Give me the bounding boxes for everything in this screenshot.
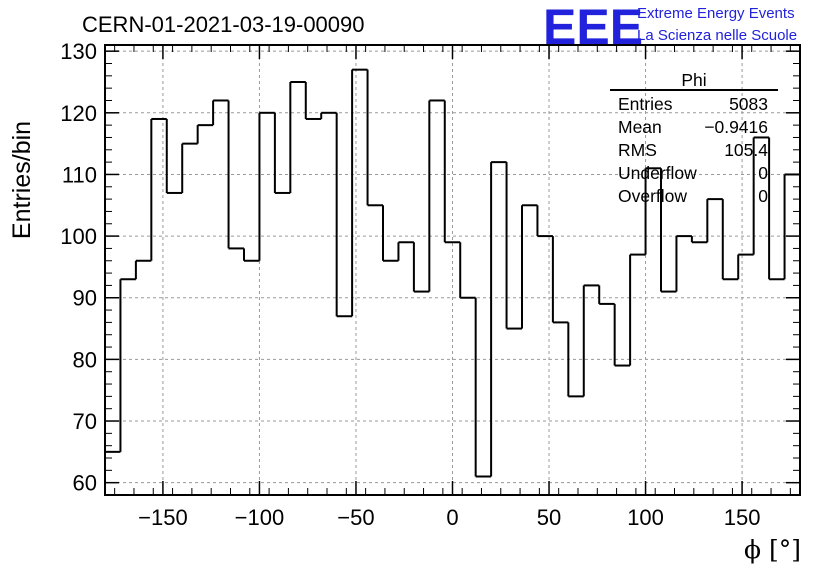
eee-logo-mark: EEE <box>543 0 643 55</box>
stats-row-value: 105.4 <box>724 140 768 160</box>
y-tick-label: 120 <box>60 101 97 126</box>
stats-rows: Entries 5083 Mean −0.9416 RMS 105.4 Underflow 0… <box>618 94 768 206</box>
chart-title: CERN-01-2021-03-19-00090 <box>82 12 365 37</box>
x-tick-label: −150 <box>138 505 188 530</box>
x-axis-label: ϕ [°] <box>744 535 801 564</box>
x-tick-label: 0 <box>446 505 458 530</box>
x-tick-label: −100 <box>235 505 285 530</box>
y-tick-label: 130 <box>60 39 97 64</box>
logo-line-1: Extreme Energy Events <box>637 5 795 22</box>
x-tick-label: 150 <box>724 505 761 530</box>
stats-box: Phi Entries 5083 Mean −0.9416 RMS 105.4 Underf… <box>610 70 778 206</box>
x-tick-label: 50 <box>537 505 561 530</box>
y-tick-label: 60 <box>73 471 97 496</box>
x-tick-label: −50 <box>337 505 374 530</box>
stats-row-label: Underflow <box>618 163 697 183</box>
y-tick-label: 80 <box>73 347 97 372</box>
stats-row-value: −0.9416 <box>704 117 768 137</box>
stats-title: Phi <box>681 70 706 90</box>
y-tick-label: 90 <box>73 286 97 311</box>
axis-ticks <box>105 45 800 496</box>
stats-row-value: 5083 <box>729 94 768 114</box>
tick-labels: −150 −100 −50 0 50 100 150 60 70 80 90 100 110 120 130 <box>60 39 760 530</box>
y-axis-label: Entries/bin <box>8 121 36 239</box>
y-tick-label: 110 <box>62 162 97 187</box>
y-tick-label: 100 <box>60 224 97 249</box>
stats-row-label: RMS <box>618 140 657 160</box>
y-tick-label: 70 <box>73 409 97 434</box>
stats-row-label: Overflow <box>618 186 687 206</box>
stats-row-value: 0 <box>758 186 768 206</box>
stats-row-label: Entries <box>618 94 673 114</box>
grid <box>105 45 800 495</box>
x-tick-label: 100 <box>627 505 664 530</box>
plot-frame <box>104 44 801 496</box>
stats-row-value: 0 <box>758 163 768 183</box>
logo-line-2: La Scienza nelle Scuole <box>637 27 797 44</box>
stats-row-label: Mean <box>618 117 662 137</box>
